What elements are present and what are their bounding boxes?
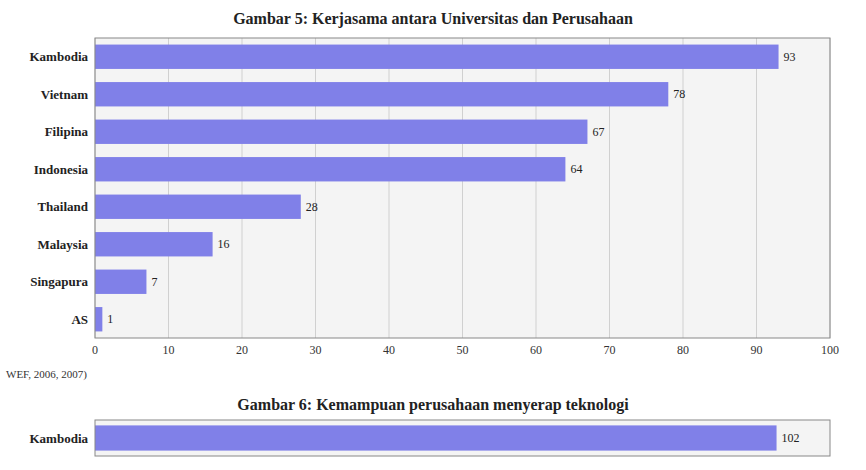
data-label: 28 — [306, 200, 318, 214]
bar — [95, 120, 587, 144]
data-label: 93 — [784, 50, 796, 64]
plot-background — [95, 420, 830, 456]
bar — [95, 232, 213, 256]
data-label: 64 — [570, 162, 582, 176]
bar — [95, 195, 301, 219]
chart-svg: Gambar 5: Kerjasama antara Universitas d… — [0, 0, 866, 470]
x-tick-label: 50 — [457, 343, 469, 357]
y-tick-label: Malaysia — [37, 237, 88, 252]
x-tick-label: 90 — [751, 343, 763, 357]
bar — [95, 307, 102, 331]
x-tick-label: 20 — [236, 343, 248, 357]
data-label: 67 — [592, 125, 604, 139]
x-tick-label: 60 — [530, 343, 542, 357]
bar — [95, 425, 777, 450]
footnote: WEF, 2006, 2007) — [6, 368, 87, 381]
bars — [95, 45, 779, 332]
x-tick-label: 40 — [383, 343, 395, 357]
data-label: 102 — [782, 431, 800, 445]
chart-container: Gambar 5: Kerjasama antara Universitas d… — [0, 0, 866, 470]
bars — [95, 425, 777, 450]
plot-background — [95, 38, 830, 338]
y-tick-label: Vietnam — [41, 87, 88, 102]
x-tick-label: 30 — [310, 343, 322, 357]
chart-title: Gambar 6: Kemampuan perusahaan menyerap … — [237, 396, 629, 414]
data-label: 16 — [218, 237, 230, 251]
y-tick-label: Thailand — [37, 199, 88, 214]
bar — [95, 82, 668, 106]
bar — [95, 270, 146, 294]
chart-1: Gambar 6: Kemampuan perusahaan menyerap … — [29, 396, 830, 456]
x-tick-label: 70 — [604, 343, 616, 357]
data-label: 78 — [673, 87, 685, 101]
data-label: 7 — [151, 275, 157, 289]
grid-line — [756, 38, 757, 338]
y-tick-label: Filipina — [45, 124, 89, 139]
grid-line — [683, 38, 684, 338]
y-tick-label: Kambodia — [29, 49, 88, 64]
plot-frame — [95, 420, 830, 456]
y-tick-label: Indonesia — [34, 162, 89, 177]
bar — [95, 45, 779, 69]
data-label: 1 — [107, 312, 113, 326]
x-tick-label: 0 — [92, 343, 98, 357]
y-tick-label: Kambodia — [29, 431, 88, 446]
x-tick-label: 10 — [163, 343, 175, 357]
chart-title: Gambar 5: Kerjasama antara Universitas d… — [233, 10, 633, 28]
plot-frame — [95, 38, 830, 338]
chart-0: Gambar 5: Kerjasama antara Universitas d… — [6, 10, 839, 381]
x-tick-label: 80 — [677, 343, 689, 357]
bar — [95, 157, 565, 181]
y-tick-label: AS — [71, 312, 88, 327]
y-tick-label: Singapura — [30, 274, 88, 289]
x-tick-label: 100 — [821, 343, 839, 357]
